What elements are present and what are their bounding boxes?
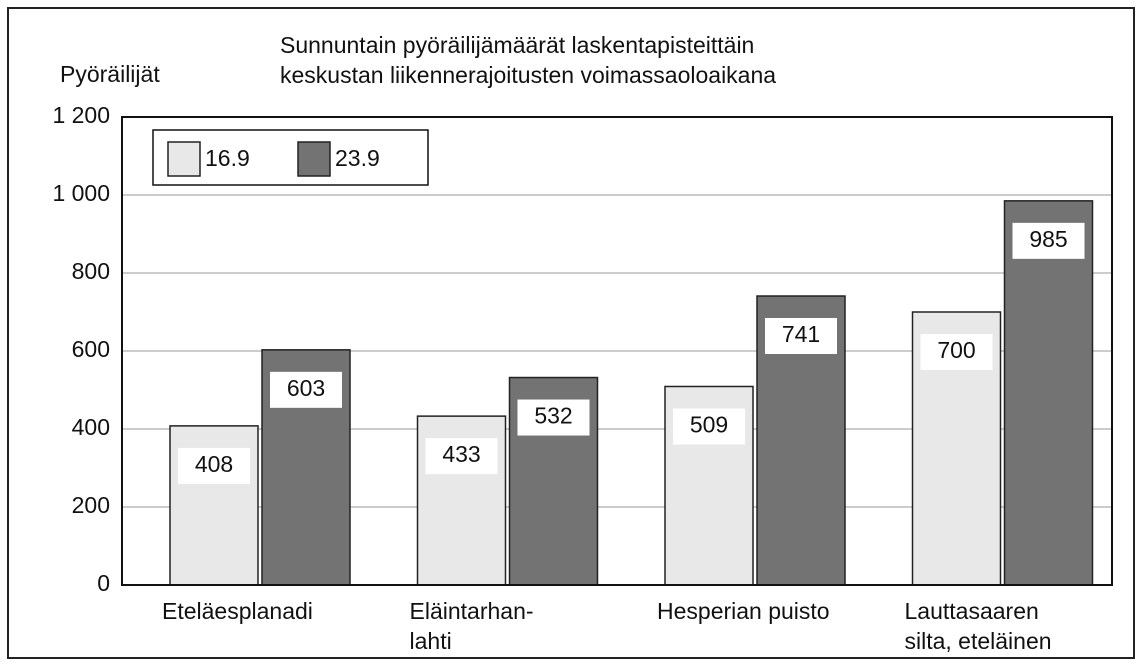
value-label: 433 — [442, 441, 480, 467]
legend-swatch — [167, 141, 201, 177]
legend-label: 16.9 — [205, 145, 250, 171]
y-tick-label: 1 000 — [52, 180, 110, 206]
value-label: 985 — [1029, 226, 1067, 252]
y-tick-label: 400 — [72, 414, 110, 440]
y-tick-label: 600 — [72, 336, 110, 362]
frame — [7, 7, 1135, 659]
value-label: 700 — [937, 337, 975, 363]
value-label-box — [673, 408, 745, 445]
x-tick-label: Eläintarhan- lahti — [409, 598, 534, 654]
x-tick-label: Lauttasaaren silta, eteläinen — [904, 598, 1052, 654]
y-tick-label: 0 — [97, 570, 110, 596]
value-label-box — [517, 399, 590, 436]
legend-label: 23.9 — [335, 145, 380, 171]
value-label: 603 — [287, 375, 325, 401]
y-tick-label: 1 200 — [52, 102, 110, 128]
value-label: 532 — [534, 403, 572, 429]
value-label-box — [178, 447, 250, 484]
value-label-box — [765, 318, 837, 355]
chart-title: Sunnuntain pyöräilijämäärät laskentapist… — [280, 32, 777, 88]
y-tick-label: 800 — [72, 258, 110, 284]
value-label: 741 — [782, 321, 820, 347]
value-label-box — [1012, 222, 1085, 259]
legend-swatch — [297, 141, 331, 177]
value-label: 408 — [195, 451, 233, 477]
bar — [1003, 200, 1094, 586]
x-tick-label: Eteläesplanadi — [162, 598, 313, 624]
y-tick-label: 200 — [72, 492, 110, 518]
value-label-box — [920, 334, 993, 370]
x-tick-label: Hesperian puisto — [657, 598, 830, 624]
value-label-box — [425, 438, 498, 475]
value-label-box — [270, 371, 342, 408]
y-axis-label: Pyöräilijät — [60, 61, 160, 87]
plot-area — [121, 116, 1113, 586]
value-label: 509 — [690, 412, 728, 438]
